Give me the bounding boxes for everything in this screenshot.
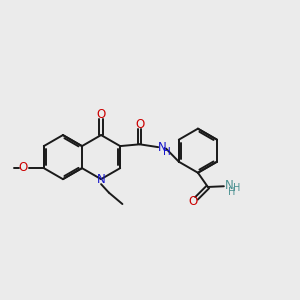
Text: H: H [163,147,171,157]
Text: N: N [224,179,233,192]
Text: O: O [135,118,144,131]
Text: N: N [97,173,106,186]
Text: H: H [233,183,241,193]
Text: O: O [19,161,28,174]
Text: O: O [97,108,106,121]
Text: H: H [228,187,236,197]
Text: O: O [188,195,198,208]
Text: N: N [158,141,167,154]
